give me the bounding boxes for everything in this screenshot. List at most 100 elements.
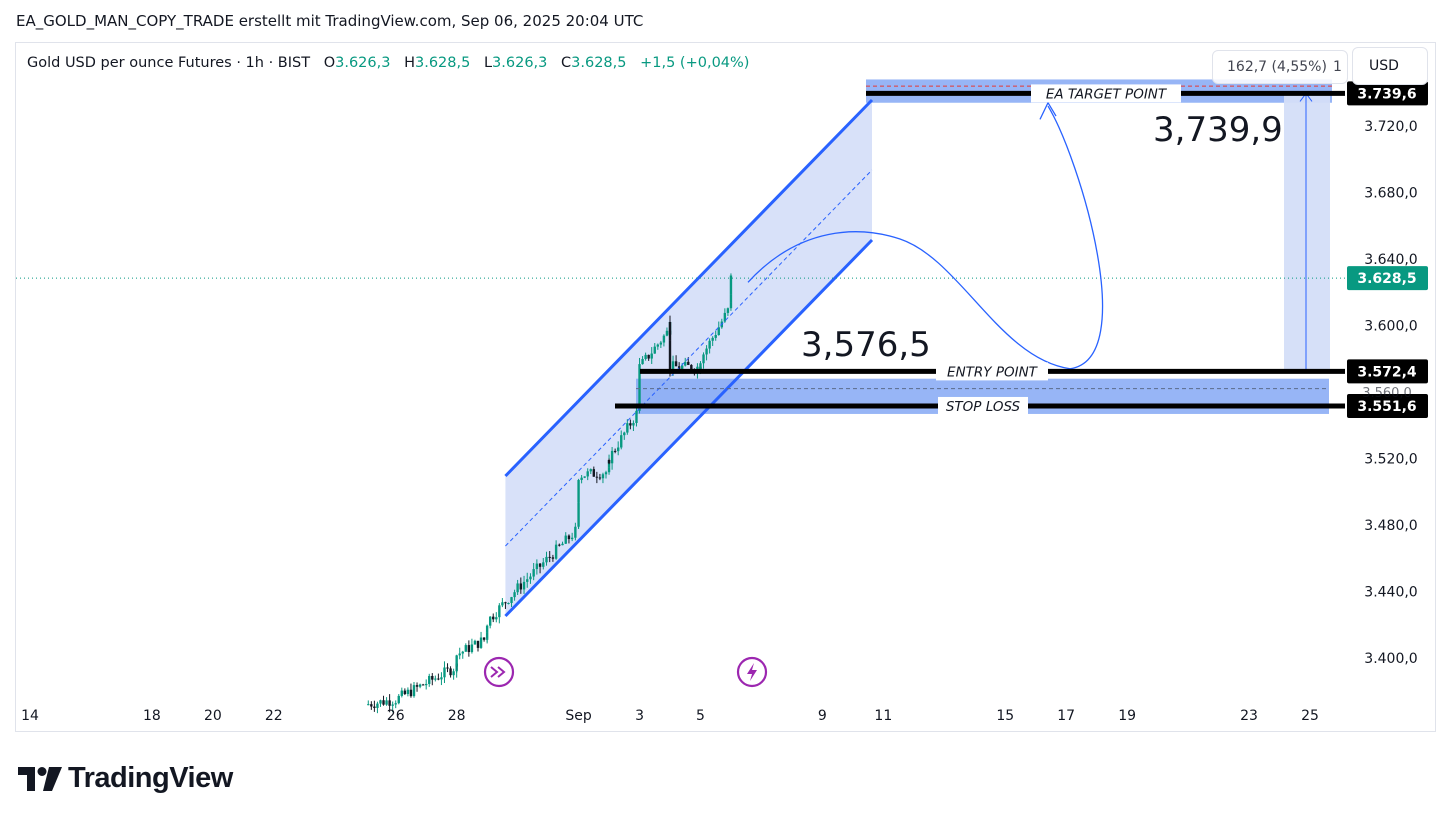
tradingview-logo[interactable]: TradingView bbox=[18, 762, 233, 795]
candle-body bbox=[589, 469, 592, 472]
y-tick-label: 3.600,0 bbox=[1364, 319, 1417, 335]
candle-body bbox=[370, 704, 373, 707]
low-value: 3.626,3 bbox=[492, 55, 548, 71]
candle-body bbox=[647, 354, 650, 359]
candle-body bbox=[726, 308, 730, 313]
candle-body bbox=[479, 637, 483, 648]
candle-body bbox=[592, 469, 596, 477]
level-price-tag bbox=[1347, 393, 1428, 418]
lightning-event-icon bbox=[736, 656, 768, 688]
level-label-bg bbox=[938, 396, 1028, 415]
chart-title: EA_GOLD_MAN_COPY_TRADE erstellt mit Trad… bbox=[16, 12, 644, 30]
candle-body bbox=[510, 597, 513, 604]
x-tick-label: Sep bbox=[565, 708, 592, 724]
candle-body bbox=[561, 543, 564, 546]
candle-body bbox=[684, 361, 687, 366]
candle-body bbox=[699, 363, 702, 368]
candle-body bbox=[577, 479, 580, 503]
candle-body bbox=[674, 361, 678, 367]
candle-body bbox=[464, 645, 468, 652]
candle-body bbox=[551, 557, 555, 559]
candle-body bbox=[638, 364, 641, 393]
candle-body bbox=[437, 678, 440, 680]
candle-body bbox=[613, 450, 617, 452]
candle-body bbox=[485, 625, 489, 633]
split-event-icon-ring bbox=[483, 656, 515, 688]
candle-body bbox=[662, 335, 666, 343]
x-tick-label: 20 bbox=[204, 708, 222, 724]
candle-body bbox=[545, 556, 548, 563]
channel-upper-line bbox=[504, 98, 874, 478]
candle-body bbox=[522, 581, 526, 590]
x-tick-label: 26 bbox=[387, 708, 405, 724]
candle-body bbox=[513, 592, 516, 598]
candle-body bbox=[567, 535, 571, 540]
candle-body bbox=[729, 294, 733, 303]
candle-body bbox=[452, 671, 455, 676]
candle-body bbox=[632, 422, 635, 426]
symbol-name[interactable]: Gold USD per ounce Futures · 1h · BIST bbox=[27, 55, 311, 71]
y-tick-label: 3.480,0 bbox=[1364, 518, 1417, 534]
candle-body bbox=[668, 321, 672, 341]
candle-body bbox=[501, 602, 504, 606]
candle-body bbox=[424, 683, 428, 686]
annotation-text: 3,739,9 bbox=[1153, 110, 1283, 150]
candle-body bbox=[723, 312, 727, 322]
candle-body bbox=[388, 700, 391, 706]
candle-body bbox=[428, 675, 431, 684]
candle-body bbox=[382, 700, 385, 705]
candle-body bbox=[431, 675, 434, 680]
candle-body bbox=[687, 361, 690, 365]
candle-body bbox=[532, 569, 535, 577]
candle-body bbox=[470, 644, 474, 653]
candle-body bbox=[665, 330, 669, 336]
level-price-tag-text: 3.572,4 bbox=[1357, 364, 1417, 380]
candle-body bbox=[656, 344, 660, 347]
candle-body bbox=[680, 365, 684, 370]
y-tick-label: 3.680,0 bbox=[1364, 186, 1417, 202]
candle-body bbox=[558, 544, 561, 546]
candle-body bbox=[495, 617, 498, 620]
candle-body bbox=[577, 502, 580, 525]
candle-body bbox=[616, 447, 620, 452]
projected-path-arrowhead bbox=[1039, 101, 1057, 120]
candle-body bbox=[607, 459, 611, 464]
candle-body bbox=[635, 410, 638, 423]
candle-body bbox=[409, 689, 413, 697]
candle-body bbox=[519, 583, 523, 590]
candle-body bbox=[473, 640, 477, 645]
low-label: L bbox=[483, 55, 493, 71]
split-event-icon-glyph bbox=[490, 666, 506, 678]
candle-body bbox=[443, 667, 446, 678]
high-label: H bbox=[404, 55, 415, 71]
candle-body bbox=[641, 359, 644, 365]
candle-body bbox=[620, 435, 623, 448]
tradingview-wordmark: TradingView bbox=[68, 762, 233, 794]
candle-body bbox=[516, 583, 519, 593]
candle-body bbox=[671, 361, 675, 371]
close-label: C bbox=[561, 55, 572, 71]
candle-body bbox=[548, 556, 551, 558]
close-value: 3.628,5 bbox=[571, 55, 627, 71]
projected-path-curve bbox=[747, 105, 1104, 370]
candle-body bbox=[467, 645, 471, 653]
candle-body bbox=[406, 689, 410, 695]
candle-body bbox=[626, 423, 629, 433]
candle-body bbox=[488, 616, 492, 626]
candle-body bbox=[373, 706, 376, 708]
y-tick-label: 3.440,0 bbox=[1364, 585, 1417, 601]
x-tick-label: 3 bbox=[635, 708, 644, 724]
candle-body bbox=[455, 655, 458, 667]
candle-body bbox=[385, 700, 388, 705]
level-price-tag bbox=[1347, 359, 1428, 384]
channel-mid-line bbox=[505, 169, 873, 547]
candle-body bbox=[702, 354, 705, 364]
candle-body bbox=[498, 605, 501, 618]
y-tick-label: 3.640,0 bbox=[1364, 252, 1417, 268]
currency-button[interactable]: USD bbox=[1352, 47, 1428, 85]
candle-body bbox=[391, 704, 394, 706]
candle-body bbox=[376, 703, 379, 708]
candle-body bbox=[400, 690, 404, 696]
last-price-tag-text: 3.628,5 bbox=[1357, 271, 1416, 287]
